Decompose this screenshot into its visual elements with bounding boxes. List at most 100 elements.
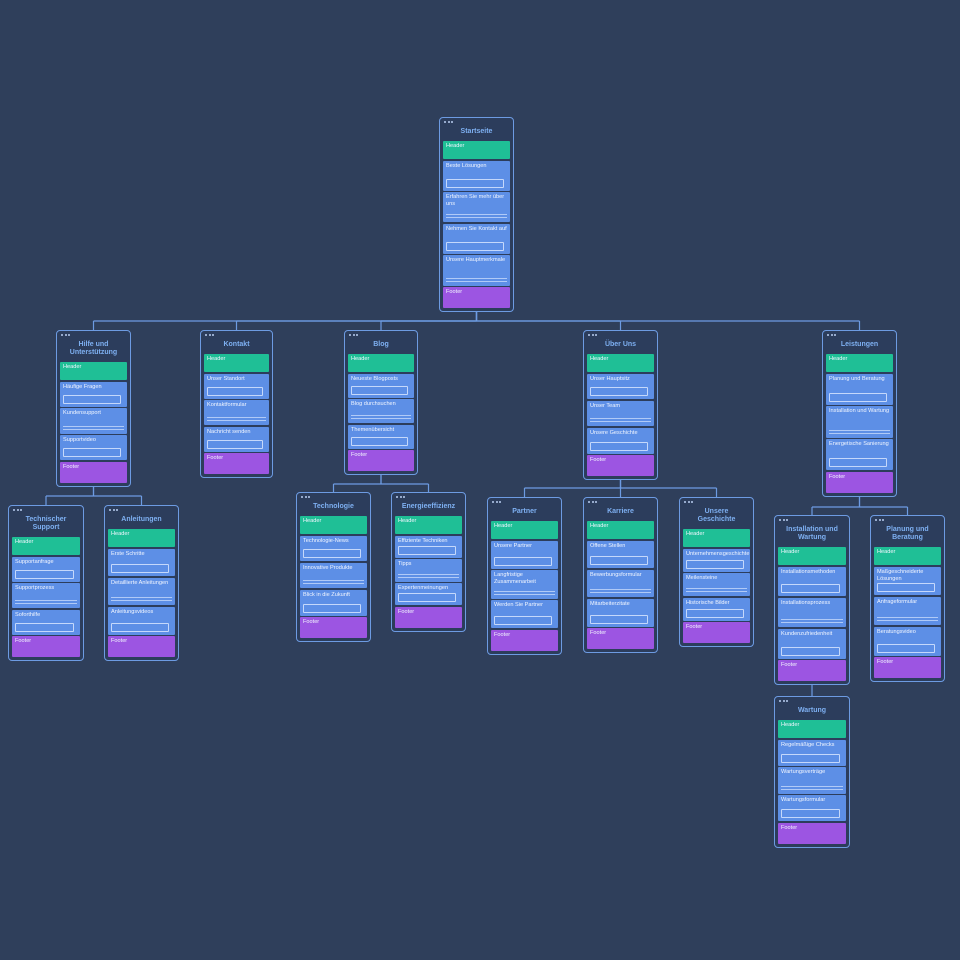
section-label: Maßgeschneiderte Lösungen — [877, 568, 924, 582]
placeholder-box — [398, 545, 456, 555]
section-head: Header — [491, 521, 558, 539]
placeholder-box — [207, 386, 263, 396]
section-label: Blog durchsuchen — [351, 401, 396, 407]
placeholder-line — [590, 421, 651, 423]
section-foot: Footer — [108, 636, 175, 658]
page-card: Leistungen Header Planung und Beratung Inst… — [822, 330, 897, 497]
placeholder-line — [15, 600, 77, 601]
section-foot: Footer — [300, 617, 367, 639]
window-dots — [587, 331, 654, 339]
page-title: Installation und Wartung — [786, 526, 838, 541]
section-mid: Unser Hauptsitz — [587, 373, 654, 400]
section-mid: Nehmen Sie Kontakt auf — [443, 223, 510, 254]
window-dots — [443, 118, 510, 126]
section-label: Header — [207, 356, 226, 362]
section-mid: Langfristige Zusammenarbeit — [491, 570, 558, 599]
section-label: Historische Bilder — [686, 599, 730, 606]
placeholder-line — [494, 593, 555, 595]
section-label: Tipps — [398, 561, 412, 568]
section-mid: Unsere Partner — [491, 540, 558, 569]
section-mid: Neueste Blogposts — [348, 373, 414, 398]
section-foot: Footer — [587, 455, 654, 477]
section-mid: Installationsmethoden — [778, 566, 846, 597]
section-mid: Häufige Fragen — [60, 381, 127, 407]
section-label: Beste Lösungen — [446, 162, 487, 169]
placeholder-box — [590, 556, 648, 566]
section-foot: Footer — [348, 450, 414, 471]
page-card: Energieeffizienz Header Effiziente Technik… — [391, 492, 466, 632]
placeholder-line — [446, 280, 507, 282]
page-title: Kontakt — [223, 341, 250, 348]
section-label: Header — [351, 356, 370, 362]
section-label: Unser Team — [590, 402, 621, 409]
placeholder-box — [398, 593, 456, 603]
page-title: Energieeffizienz — [401, 503, 456, 510]
placeholder-line — [829, 429, 890, 431]
placeholder-box — [446, 178, 504, 188]
placeholder-box — [781, 753, 840, 763]
section-label: Unsere Partner — [494, 542, 532, 549]
placeholder-box — [686, 608, 744, 618]
section-head: Header — [587, 521, 654, 539]
page-title: Technologie — [313, 503, 354, 510]
sections: Header Unser Hauptsitz Unser Team Unsere Ge… — [587, 354, 654, 477]
placeholder-line — [398, 573, 459, 575]
sections: Header Beste Lösungen Erfahren Sie mehr üb… — [443, 141, 510, 308]
placeholder-line — [781, 788, 843, 790]
placeholder-line — [686, 588, 747, 589]
section-label: Supportanfrage — [15, 558, 54, 565]
placeholder-box — [15, 622, 74, 632]
placeholder-box — [781, 584, 840, 594]
section-head: Header — [395, 516, 462, 534]
section-label: Header — [781, 549, 800, 555]
placeholder-line — [877, 620, 938, 622]
placeholder-line — [590, 418, 651, 420]
section-head: Header — [587, 354, 654, 372]
section-label: Footer — [351, 452, 368, 458]
section-label: Beratungsvideo — [877, 628, 916, 635]
section-label: Technologie-News — [303, 537, 349, 544]
page-card: Installation und Wartung Header Installati… — [774, 515, 850, 685]
section-label: Offene Stellen — [590, 542, 626, 549]
section-head: Header — [874, 547, 941, 565]
section-label: Footer — [686, 624, 703, 630]
section-label: Langfristige Zusammenarbeit — [494, 572, 536, 586]
section-mid: Kontaktformular — [204, 400, 269, 425]
section-mid: Meilensteine — [683, 573, 750, 596]
section-head: Header — [12, 537, 80, 555]
sections: Header Offene Stellen Bewerbungsformular Mi… — [587, 521, 654, 650]
section-label: Bewerbungsformular — [590, 571, 642, 578]
section-label: Header — [590, 523, 609, 529]
section-head: Header — [778, 547, 846, 565]
sections: Header Technologie-News Innovative Produkt… — [300, 516, 367, 639]
placeholder-line — [446, 217, 507, 219]
section-label: Unsere Geschichte — [590, 429, 638, 436]
section-label: Wartungsformular — [781, 797, 826, 804]
placeholder-line — [781, 785, 843, 787]
section-label: Unser Standort — [207, 375, 245, 382]
placeholder-line — [111, 597, 172, 599]
page-title: Über Uns — [604, 341, 637, 348]
placeholder-line — [15, 603, 77, 604]
section-mid: Installationsprozess — [778, 597, 846, 628]
section-label: Kundensupport — [63, 410, 101, 417]
section-label: Kundenzufriedenheit — [781, 630, 833, 637]
placeholder-line — [207, 417, 266, 418]
sections: Header Installationsmethoden Installations… — [778, 547, 846, 682]
section-foot: Footer — [587, 628, 654, 650]
section-mid: Blog durchsuchen — [348, 399, 414, 423]
placeholder-line — [877, 617, 938, 619]
section-label: Kontaktformular — [207, 402, 247, 408]
page-title: Technischer Support — [25, 516, 67, 531]
section-mid: Kundensupport — [60, 408, 127, 434]
page-card: Über Uns Header Unser Hauptsitz Unser Team U… — [583, 330, 658, 480]
section-mid: Mitarbeiterzitate — [587, 598, 654, 627]
section-mid: Unser Standort — [204, 373, 269, 399]
section-label: Header — [781, 722, 800, 728]
placeholder-box — [686, 559, 744, 569]
sections: Header Unsere Partner Langfristige Zusamme… — [491, 521, 558, 651]
section-label: Expertenmeinungen — [398, 585, 449, 592]
placeholder-line — [398, 576, 459, 578]
page-card: Wartung Header Regelmäßige Checks Wartungsv… — [774, 696, 850, 848]
section-head: Header — [683, 529, 750, 547]
